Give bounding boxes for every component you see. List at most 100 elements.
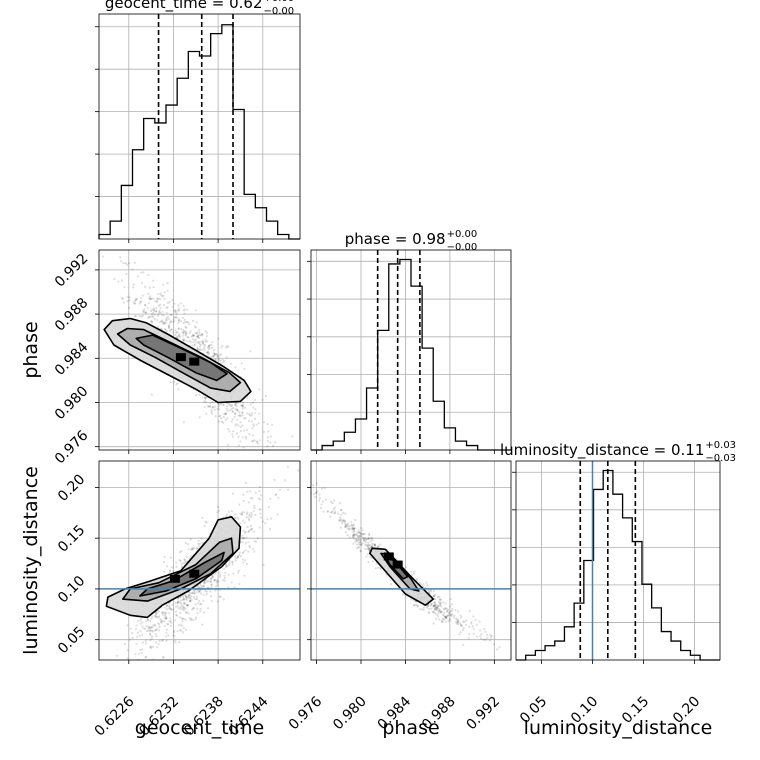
scatter-point <box>136 275 140 278</box>
scatter-point <box>258 388 261 391</box>
scatter-point <box>133 261 136 264</box>
scatter-point <box>231 560 234 563</box>
scatter-point <box>201 341 205 345</box>
scatter-point <box>183 603 186 606</box>
scatter-point <box>231 411 234 414</box>
scatter-point <box>160 621 163 624</box>
scatter-point <box>125 263 128 266</box>
scatter-point <box>126 657 129 660</box>
scatter-point <box>274 493 277 497</box>
scatter-point <box>192 607 195 610</box>
scatter-point <box>199 349 202 352</box>
scatter-point <box>238 522 242 525</box>
scatter-point <box>184 611 187 614</box>
scatter-point <box>216 600 219 603</box>
scatter-point <box>213 579 216 582</box>
scatter-point <box>151 626 154 629</box>
scatter-point <box>212 406 215 409</box>
scatter-point <box>445 617 448 620</box>
scatter-point <box>166 302 169 305</box>
scatter-point <box>170 608 173 611</box>
scatter-point <box>240 362 243 365</box>
scatter-point <box>350 520 353 524</box>
scatter-point <box>259 494 262 497</box>
scatter-point <box>123 286 126 289</box>
scatter-point <box>257 442 260 445</box>
scatter-point <box>208 344 211 347</box>
scatter-point <box>344 512 347 515</box>
scatter-point <box>342 519 345 522</box>
scatter-point <box>252 510 255 513</box>
scatter-point <box>252 423 255 426</box>
scatter-point <box>362 533 365 536</box>
scatter-point <box>188 593 191 597</box>
scatter-point <box>340 513 343 516</box>
scatter-point <box>200 602 203 606</box>
scatter-point <box>315 491 318 495</box>
scatter-point <box>197 341 200 344</box>
scatter-point <box>201 623 204 626</box>
scatter-point <box>195 591 198 594</box>
scatter-point <box>456 623 459 626</box>
scatter-point <box>244 435 247 438</box>
scatter-point <box>247 530 250 534</box>
scatter-point <box>252 434 255 437</box>
scatter-point <box>165 639 168 642</box>
scatter-point <box>303 471 305 473</box>
scatter-point <box>148 316 151 319</box>
scatter-point <box>144 285 147 288</box>
scatter-point <box>208 532 211 535</box>
scatter-point <box>189 595 193 598</box>
scatter-point <box>120 279 123 282</box>
scatter-point <box>211 412 214 415</box>
scatter-point <box>344 525 347 529</box>
scatter-point <box>444 606 447 610</box>
scatter-point <box>470 621 473 624</box>
scatter-point <box>172 634 175 637</box>
scatter-point <box>236 571 240 574</box>
scatter-point <box>175 561 178 564</box>
scatter-point <box>432 595 435 598</box>
scatter-point <box>231 435 234 438</box>
scatter-point <box>266 518 269 521</box>
scatter-point <box>182 562 185 565</box>
scatter-point <box>216 511 219 514</box>
scatter-point <box>131 637 134 640</box>
scatter-point <box>154 611 157 615</box>
scatter-point <box>321 487 324 490</box>
scatter-point <box>435 613 438 616</box>
scatter-point <box>132 283 135 286</box>
hist-geocent_time-title-upper: +0.00 <box>264 0 295 4</box>
scatter-point <box>189 618 192 622</box>
scatter-point <box>183 318 186 322</box>
scatter-point <box>352 527 356 531</box>
scatter-point <box>175 316 178 319</box>
scatter-point <box>176 382 179 385</box>
scatter-point <box>152 279 155 282</box>
hist-phase-title-lower: −0.00 <box>447 242 478 253</box>
ytick-label-luminosity_distance-3: 0.20 <box>55 471 88 504</box>
scatter-point <box>153 313 156 316</box>
scatter-point <box>459 623 463 627</box>
scatter-point <box>219 574 222 577</box>
scatter-point <box>145 670 147 672</box>
scatter-point <box>442 613 445 616</box>
scatter-point <box>179 628 182 631</box>
scatter-point <box>370 545 373 548</box>
scatter-point <box>435 606 438 609</box>
scatter-point <box>186 543 190 546</box>
scatter-point <box>427 589 430 592</box>
scatter-point <box>355 533 359 536</box>
scatter-point <box>107 695 109 697</box>
scatter-point <box>479 635 482 638</box>
scatter-point <box>358 531 361 534</box>
scatter-point <box>365 544 368 547</box>
scatter-point <box>243 417 246 420</box>
scatter-point <box>223 413 226 416</box>
scatter-point <box>244 521 247 524</box>
scatter-point <box>223 574 226 577</box>
scatter-point <box>153 307 156 310</box>
scatter-point <box>205 331 209 334</box>
scatter-point <box>201 396 204 399</box>
scatter-point <box>368 549 371 552</box>
